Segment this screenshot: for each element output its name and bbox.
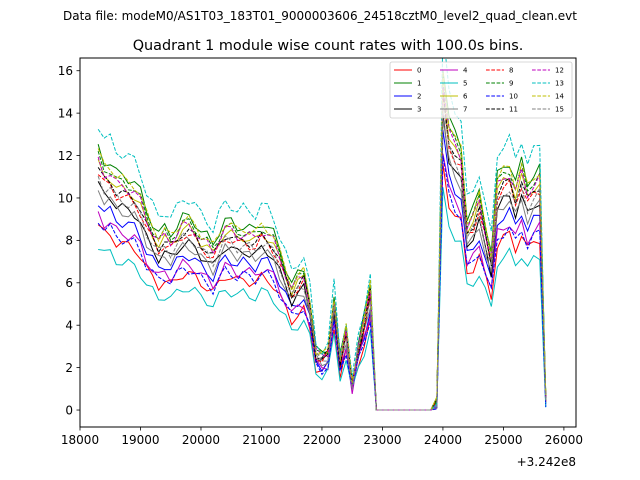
series-line-6: [97, 90, 547, 411]
x-tick-label: 20000: [182, 433, 220, 447]
legend-label-12: 12: [555, 67, 564, 75]
y-tick-label: 12: [58, 149, 73, 163]
x-tick-label: 21000: [242, 433, 280, 447]
legend-label-9: 9: [509, 80, 513, 88]
x-tick-label: 24000: [424, 433, 462, 447]
legend-label-6: 6: [463, 93, 468, 101]
chart-suptitle: Data file: modeM0/AS1T03_183T01_90000036…: [63, 9, 577, 23]
legend-label-11: 11: [509, 106, 518, 114]
series-line-5: [98, 187, 547, 411]
y-tick-label: 14: [58, 106, 73, 120]
y-tick-label: 4: [65, 319, 73, 333]
series-line-2: [97, 129, 547, 411]
series-line-13: [97, 58, 547, 411]
legend-label-8: 8: [509, 67, 513, 75]
chart-title: Quadrant 1 module wise count rates with …: [133, 38, 524, 54]
x-tick-label: 18000: [61, 433, 99, 447]
legend-label-15: 15: [555, 106, 564, 114]
legend-label-10: 10: [509, 93, 518, 101]
x-tick-label: 19000: [121, 433, 159, 447]
legend-label-5: 5: [463, 80, 467, 88]
x-tick-label: 23000: [363, 433, 401, 447]
x-tick-label: 25000: [484, 433, 522, 447]
legend-label-13: 13: [555, 80, 564, 88]
legend-label-4: 4: [463, 67, 468, 75]
y-tick-label: 8: [65, 234, 73, 248]
x-offset-label: +3.242e8: [517, 455, 576, 469]
legend-label-0: 0: [417, 67, 421, 75]
legend-label-2: 2: [417, 93, 421, 101]
series-line-11: [97, 90, 547, 411]
y-axis: 0 2 4 6 8 10 12 14 16: [58, 64, 80, 417]
y-tick-label: 0: [65, 403, 73, 417]
x-tick-label: 26000: [545, 433, 583, 447]
series-line-10: [97, 155, 547, 411]
series-line-15: [97, 105, 547, 411]
legend-label-7: 7: [463, 106, 467, 114]
x-axis: 18000 19000 20000 21000 22000 23000 24000 25000…: [61, 427, 583, 447]
y-tick-label: 16: [58, 64, 73, 78]
legend-label-3: 3: [417, 106, 421, 114]
legend-label-14: 14: [555, 93, 564, 101]
legend-label-1: 1: [417, 80, 421, 88]
x-tick-label: 22000: [303, 433, 341, 447]
series-line-4: [97, 153, 547, 411]
series-layer: [97, 58, 547, 411]
y-tick-label: 10: [58, 191, 73, 205]
legend-box: [389, 61, 573, 119]
series-line-1: [97, 70, 547, 411]
plot-frame: [79, 57, 577, 428]
series-line-7: [97, 118, 547, 411]
series-line-9: [97, 81, 547, 411]
y-tick-label: 2: [65, 361, 73, 375]
series-line-14: [97, 72, 547, 411]
y-tick-label: 6: [65, 276, 73, 290]
